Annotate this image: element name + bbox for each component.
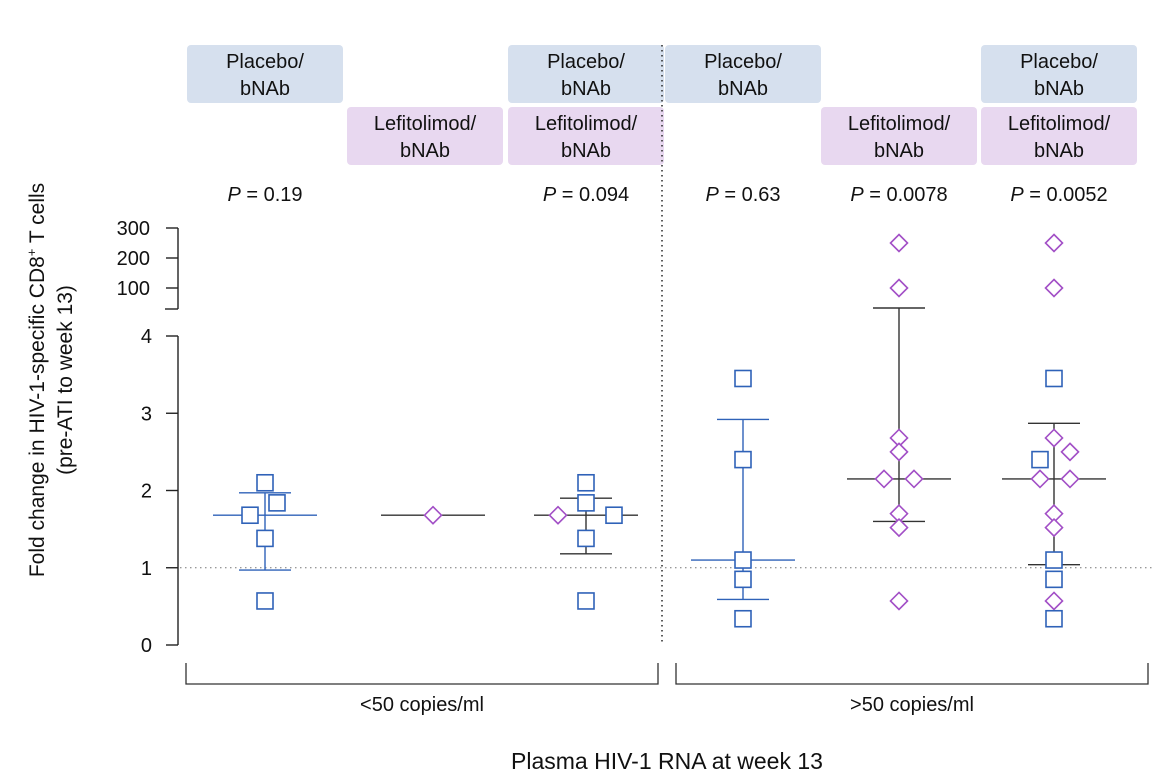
placebo-point [1045,369,1063,388]
median-iqr-bars [213,307,1106,601]
lefitolimod-header-label: bNAb [400,140,450,162]
placebo-point [256,592,274,610]
panel-brackets: <50 copies/ml >50 copies/ml [185,663,1149,716]
p-value-p5: P = 0.0078 [850,184,947,206]
lefitolimod-header-label: bNAb [874,140,924,162]
placebo-point [734,450,752,469]
placebo-point [577,529,595,548]
placebo-point [1045,551,1063,569]
placebo-point [268,494,286,512]
placebo-header-label: Placebo/ [547,51,625,73]
lefitolimod-point [548,505,568,525]
y-axis-label-line2: (pre-ATI to week 13) [54,285,77,475]
lefitolimod-header-label: Lefitolimod/ [374,113,477,135]
lefitolimod-header-box [347,107,503,165]
lefitolimod-header-box [981,107,1137,165]
lefitolimod-header-box [508,107,664,165]
lefitolimod-point [1044,233,1064,253]
lefitolimod-point [889,517,909,538]
placebo-header-label: Placebo/ [226,51,304,73]
lefitolimod-header-label: bNAb [561,140,611,162]
placebo-point [577,473,595,492]
lefitolimod-point [1060,442,1080,462]
lefitolimod-point [889,442,909,462]
placebo-point [1031,450,1049,469]
placebo-point [577,494,595,512]
group-headers: Placebo/bNAb Lefitolimod/bNAb Placebo/bNAb… [187,45,1137,165]
lefitolimod-point [1044,278,1064,298]
placebo-point [241,506,259,525]
x-axis-label: Plasma HIV-1 RNA at week 13 [511,748,823,774]
y-tick-label: 4 [141,326,152,348]
lefitolimod-header-label: bNAb [1034,140,1084,162]
y-axis-label: Fold change in HIV-1-specific CD8+ T cel… [24,183,49,577]
lefitolimod-point [1060,469,1080,489]
placebo-header-label: bNAb [240,78,290,100]
lefitolimod-point [423,505,443,525]
panel-bracket [185,663,659,685]
p-values: P = 0.19 P = 0.094 P = 0.63 P = 0.0078 P = 0… [227,184,1107,206]
y-tick-label: 1 [141,558,152,580]
placebo-point [734,570,752,589]
lefitolimod-point [1044,591,1064,611]
lefitolimod-header-label: Lefitolimod/ [848,113,951,135]
placebo-header-label: Placebo/ [704,51,782,73]
lefitolimod-point [1044,428,1064,448]
placebo-point [734,609,752,628]
placebo-header-label: bNAb [718,78,768,100]
lefitolimod-point [1030,469,1050,489]
y-tick-label: 0 [141,635,152,657]
lefitolimod-header-box [821,107,977,165]
y-axis-label-main: Fold change in HIV-1-specific CD8 [26,256,49,577]
y-axis-label-sup: + [24,249,39,257]
placebo-header-box [187,45,343,103]
lefitolimod-point [889,591,909,611]
placebo-point [734,551,752,569]
placebo-header-box [665,45,821,103]
y-tick-label: 100 [117,278,150,300]
y-tick-label: 200 [117,248,150,270]
y-tick-label: 3 [141,403,152,425]
placebo-point [734,369,752,388]
y-axis-label-end: T cells [26,183,49,249]
lefitolimod-header-label: Lefitolimod/ [535,113,638,135]
reference-line [180,45,1155,645]
p-value-p4: P = 0.63 [705,184,780,206]
placebo-header-label: bNAb [1034,78,1084,100]
lefitolimod-point [889,278,909,298]
p-value-p6: P = 0.0052 [1010,184,1107,206]
y-tick-label: 2 [141,481,152,503]
placebo-point [256,473,274,492]
data-points [241,233,1080,628]
p-value-p1: P = 0.19 [227,184,302,206]
panel-bracket [675,663,1149,685]
lefitolimod-point [1044,517,1064,538]
placebo-point [256,529,274,548]
lefitolimod-point [874,469,894,489]
lefitolimod-point [904,469,924,489]
y-tick-label: 300 [117,218,150,240]
lefitolimod-point [889,233,909,253]
placebo-header-label: bNAb [561,78,611,100]
placebo-header-label: Placebo/ [1020,51,1098,73]
placebo-point [577,592,595,610]
placebo-point [1045,609,1063,628]
panel-label: >50 copies/ml [850,694,974,716]
placebo-header-box [508,45,664,103]
placebo-point [1045,570,1063,589]
lefitolimod-header-label: Lefitolimod/ [1008,113,1111,135]
placebo-point [605,506,623,525]
panel-label: <50 copies/ml [360,694,484,716]
y-axis: 0 1 2 3 4 100 200 300 [117,218,179,657]
p-value-p3: P = 0.094 [543,184,629,206]
placebo-header-box [981,45,1137,103]
